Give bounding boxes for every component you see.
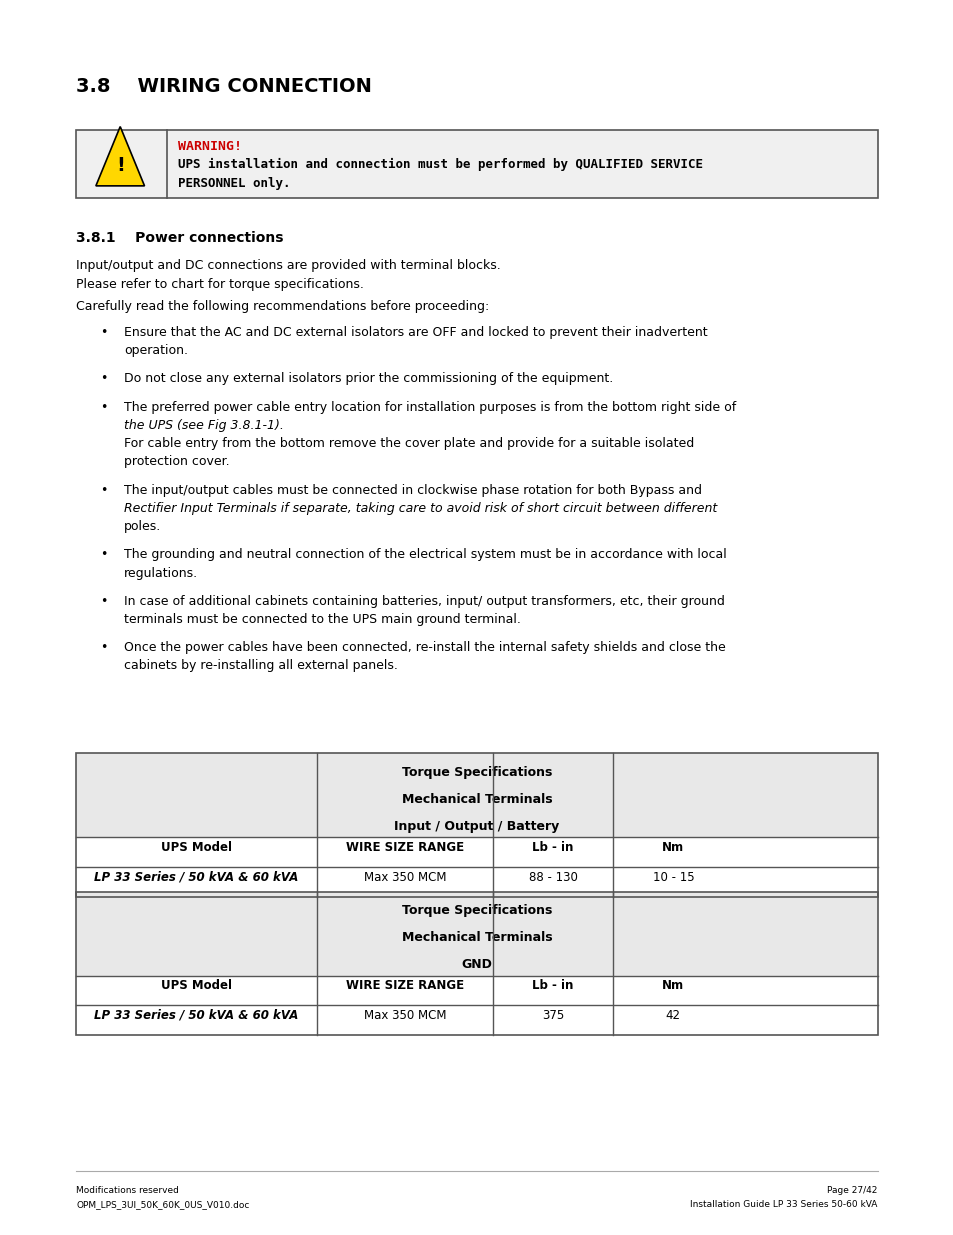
Text: The grounding and neutral connection of the electrical system must be in accorda: The grounding and neutral connection of … [124,548,726,562]
Text: !: ! [115,156,125,175]
Text: Input/output and DC connections are provided with terminal blocks.
Please refer : Input/output and DC connections are prov… [76,259,500,291]
Text: Max 350 MCM: Max 350 MCM [363,1009,446,1023]
Text: 3.8    WIRING CONNECTION: 3.8 WIRING CONNECTION [76,77,372,95]
Text: LP 33 Series / 50 kVA & 60 kVA: LP 33 Series / 50 kVA & 60 kVA [94,1009,298,1023]
Text: •: • [100,595,108,608]
Text: •: • [100,373,108,385]
FancyBboxPatch shape [76,867,877,897]
Text: the UPS (see Fig 3.8.1-1).: the UPS (see Fig 3.8.1-1). [124,419,284,432]
Text: Lb - in: Lb - in [532,841,573,855]
Text: GND: GND [461,958,492,972]
Text: poles.: poles. [124,520,161,534]
Text: WARNING!: WARNING! [178,140,242,153]
Text: Once the power cables have been connected, re-install the internal safety shield: Once the power cables have been connecte… [124,641,725,655]
Text: Input / Output / Battery: Input / Output / Battery [394,820,559,834]
FancyBboxPatch shape [76,130,877,198]
Text: Lb - in: Lb - in [532,979,573,993]
Text: •: • [100,641,108,655]
Text: Ensure that the AC and DC external isolators are OFF and locked to prevent their: Ensure that the AC and DC external isola… [124,326,707,340]
Text: OPM_LPS_3UI_50K_60K_0US_V010.doc: OPM_LPS_3UI_50K_60K_0US_V010.doc [76,1200,250,1209]
Text: UPS Model: UPS Model [161,841,232,855]
Text: Max 350 MCM: Max 350 MCM [363,871,446,884]
Text: Mechanical Terminals: Mechanical Terminals [401,931,552,945]
Text: In case of additional cabinets containing batteries, input/ output transformers,: In case of additional cabinets containin… [124,595,724,608]
Text: regulations.: regulations. [124,567,198,579]
Text: 3.8.1    Power connections: 3.8.1 Power connections [76,231,284,245]
Text: Rectifier Input Terminals if separate, taking care to avoid risk of short circui: Rectifier Input Terminals if separate, t… [124,501,717,515]
Text: terminals must be connected to the UPS main ground terminal.: terminals must be connected to the UPS m… [124,613,520,626]
Text: 88 - 130: 88 - 130 [528,871,577,884]
Polygon shape [95,127,145,186]
Text: Carefully read the following recommendations before proceeding:: Carefully read the following recommendat… [76,300,489,314]
FancyBboxPatch shape [76,837,877,867]
Text: Do not close any external isolators prior the commissioning of the equipment.: Do not close any external isolators prio… [124,373,613,385]
Text: •: • [100,326,108,340]
Text: operation.: operation. [124,345,188,357]
Text: 42: 42 [665,1009,680,1023]
Text: For cable entry from the bottom remove the cover plate and provide for a suitabl: For cable entry from the bottom remove t… [124,437,694,451]
FancyBboxPatch shape [76,1005,877,1035]
Text: The preferred power cable entry location for installation purposes is from the b: The preferred power cable entry location… [124,400,736,414]
Text: •: • [100,400,108,414]
Text: Torque Specifications: Torque Specifications [401,766,552,779]
Text: Page 27/42: Page 27/42 [826,1186,877,1194]
Text: LP 33 Series / 50 kVA & 60 kVA: LP 33 Series / 50 kVA & 60 kVA [94,871,298,884]
FancyBboxPatch shape [76,976,877,1005]
Text: UPS installation and connection must be performed by QUALIFIED SERVICE
PERSONNEL: UPS installation and connection must be … [178,158,702,190]
FancyBboxPatch shape [76,892,877,976]
Text: protection cover.: protection cover. [124,456,230,468]
Text: Mechanical Terminals: Mechanical Terminals [401,793,552,806]
Text: 10 - 15: 10 - 15 [652,871,694,884]
Text: Installation Guide LP 33 Series 50-60 kVA: Installation Guide LP 33 Series 50-60 kV… [690,1200,877,1209]
Text: UPS Model: UPS Model [161,979,232,993]
Text: Torque Specifications: Torque Specifications [401,904,552,918]
Text: WIRE SIZE RANGE: WIRE SIZE RANGE [345,841,463,855]
Text: 375: 375 [541,1009,563,1023]
Text: Modifications reserved: Modifications reserved [76,1186,179,1194]
FancyBboxPatch shape [76,753,877,837]
Text: WIRE SIZE RANGE: WIRE SIZE RANGE [345,979,463,993]
Text: •: • [100,548,108,562]
Text: Nm: Nm [661,979,683,993]
Text: The input/output cables must be connected in clockwise phase rotation for both B: The input/output cables must be connecte… [124,484,701,496]
Text: •: • [100,484,108,496]
Text: cabinets by re-installing all external panels.: cabinets by re-installing all external p… [124,659,397,673]
Text: Nm: Nm [661,841,683,855]
